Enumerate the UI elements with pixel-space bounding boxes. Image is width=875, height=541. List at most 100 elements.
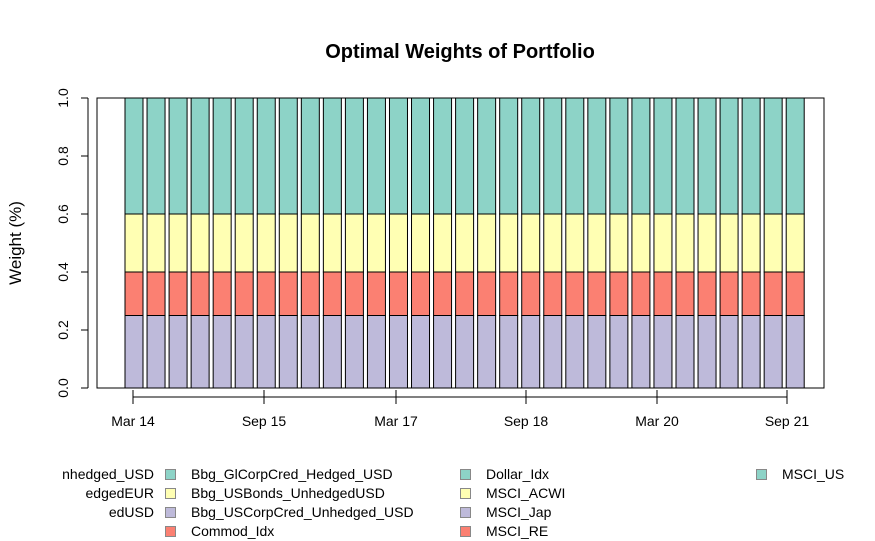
bar-segment (146, 213, 166, 273)
bar-segment (168, 271, 188, 316)
legend-item: edgedEUR (0, 484, 160, 503)
bar-segment (587, 315, 607, 389)
bar-segment (344, 271, 364, 316)
bar-segment (719, 315, 739, 389)
y-axis: 0.0 0.2 0.4 0.6 0.8 1.0 (55, 88, 89, 398)
bar-segment (565, 213, 585, 273)
legend-label: edgedEUR (85, 485, 155, 501)
bar-segment (212, 213, 232, 273)
bar-segment (653, 271, 673, 316)
x-tick-label: Mar 14 (111, 413, 155, 429)
legend-label: Bbg_USCorpCred_Unhedged_USD (191, 504, 414, 520)
legend-label: MSCI_Jap (486, 504, 552, 520)
bar-segment (697, 271, 717, 316)
bar-segment (675, 213, 695, 273)
bar-segment (477, 97, 497, 215)
y-tick-label: 0.0 (55, 378, 71, 398)
bar-segment (697, 315, 717, 389)
bar-segment (499, 213, 519, 273)
bar-segment (455, 271, 475, 316)
bar-segment (168, 97, 188, 215)
bar-segment (719, 271, 739, 316)
bar-segment (631, 271, 651, 316)
legend-swatch (165, 507, 176, 518)
bar-segment (565, 97, 585, 215)
bar-segment (785, 271, 805, 316)
bar-segment (433, 315, 453, 389)
bar-segment (124, 271, 144, 316)
legend-label: MSCI_US (782, 466, 845, 482)
bar-segment (741, 315, 761, 389)
legend-item: nhedged_USD (0, 465, 160, 484)
bar-segment (587, 213, 607, 273)
bar-segment (741, 97, 761, 215)
bar-segment (234, 271, 254, 316)
bar-segment (388, 315, 408, 389)
x-tick-label: Mar 20 (635, 413, 679, 429)
bar-segment (477, 315, 497, 389)
bar-segment (234, 213, 254, 273)
bar-segment (322, 97, 342, 215)
bar-segment (234, 315, 254, 389)
legend-swatch (460, 488, 471, 499)
bar-segment (388, 271, 408, 316)
bar-segment (388, 213, 408, 273)
bar-segment (565, 315, 585, 389)
bar-segment (300, 315, 320, 389)
bar-segment (587, 271, 607, 316)
bar-segment (168, 213, 188, 273)
x-tick-label: Sep 18 (504, 413, 549, 429)
bar-segment (411, 315, 431, 389)
bar-segment (543, 213, 563, 273)
bar-segment (609, 97, 629, 215)
bar-segment (763, 271, 783, 316)
y-tick-label: 0.8 (55, 146, 71, 166)
bar-segment (719, 213, 739, 273)
legend-label: nhedged_USD (62, 466, 154, 482)
bar-segment (433, 271, 453, 316)
legend-swatch (460, 469, 471, 480)
legend-swatch (756, 469, 767, 480)
legend-label: Bbg_USBonds_UnhedgedUSD (191, 485, 385, 501)
bar-segment (477, 213, 497, 273)
bar-segment (256, 315, 276, 389)
bar-segment (300, 213, 320, 273)
bar-segment (653, 315, 673, 389)
bar-segment (411, 97, 431, 215)
legend-label: MSCI_RE (486, 523, 549, 539)
x-axis: Mar 14 Sep 15 Mar 17 Sep 18 Mar 20 Sep 21 (111, 390, 809, 429)
bar-segment (278, 213, 298, 273)
bar-segment (344, 315, 364, 389)
bar-segment (587, 97, 607, 215)
bar-segment (411, 213, 431, 273)
bar-segment (366, 97, 386, 215)
bar-segment (763, 97, 783, 215)
legend-label: edUSD (108, 504, 154, 520)
bar-segment (521, 97, 541, 215)
bar-segment (675, 315, 695, 389)
bar-segment (455, 213, 475, 273)
bar-segment (124, 315, 144, 389)
bar-segment (212, 271, 232, 316)
bar-segment (278, 315, 298, 389)
legend-swatch (165, 469, 176, 480)
bar-segment (300, 97, 320, 215)
bar-segment (300, 271, 320, 316)
bar-segment (124, 213, 144, 273)
x-tick-label: Sep 21 (765, 413, 810, 429)
bar-segment (366, 213, 386, 273)
chart-title: Optimal Weights of Portfolio (325, 41, 595, 63)
bar-segment (433, 97, 453, 215)
legend-swatch (165, 488, 176, 499)
legend-label: Commod_Idx (191, 523, 275, 539)
bar-segment (190, 213, 210, 273)
bar-segment (168, 315, 188, 389)
bar-segment (455, 315, 475, 389)
bar-segment (609, 213, 629, 273)
bar-segment (256, 271, 276, 316)
bar-segment (366, 271, 386, 316)
bar-segment (190, 315, 210, 389)
bar-segment (146, 271, 166, 316)
bar-segment (609, 271, 629, 316)
